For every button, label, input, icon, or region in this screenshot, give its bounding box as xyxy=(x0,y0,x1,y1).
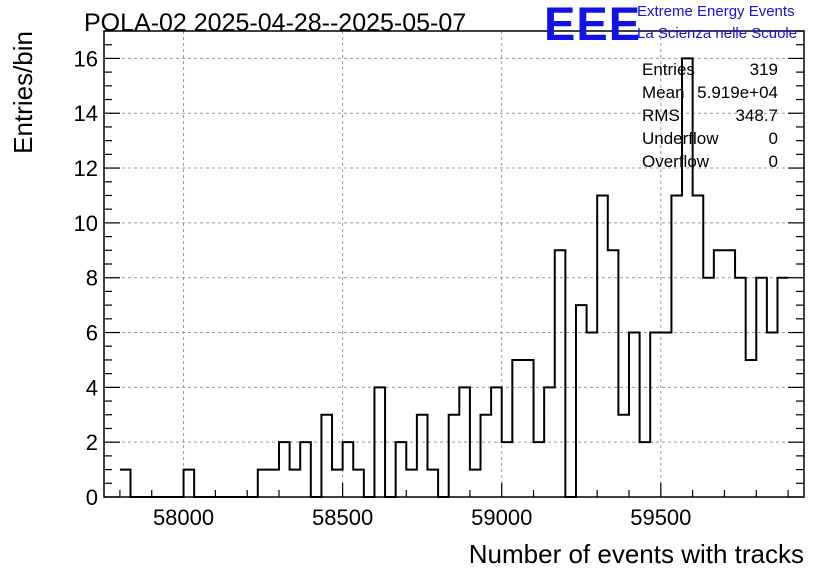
histogram-bin xyxy=(608,250,619,497)
histogram-bin xyxy=(629,333,640,497)
stat-value-rms: 348.7 xyxy=(735,106,778,125)
histogram-bin xyxy=(258,470,269,497)
histogram-bin xyxy=(120,470,131,497)
stat-label-overflow: Overflow xyxy=(642,152,710,171)
y-tick-label: 10 xyxy=(74,211,98,236)
histogram-bin xyxy=(724,250,735,497)
histogram-bin xyxy=(746,360,757,497)
chart-title: POLA-02 2025-04-28--2025-05-07 xyxy=(84,9,467,37)
histogram-bin xyxy=(512,360,523,497)
y-axis-label: Entries/bin xyxy=(8,31,38,154)
histogram-bin xyxy=(597,195,608,497)
histogram-bin xyxy=(279,442,290,497)
histogram-bin xyxy=(640,442,651,497)
y-tick-label: 0 xyxy=(86,485,98,510)
x-axis-label: Number of events with tracks xyxy=(469,539,804,569)
x-tick-label: 59500 xyxy=(630,505,691,530)
x-tick-label: 59000 xyxy=(471,505,532,530)
histogram-bin xyxy=(661,333,672,497)
x-tick-label: 58500 xyxy=(312,505,373,530)
histogram-bin xyxy=(534,442,545,497)
histogram-bin xyxy=(353,470,364,497)
grid xyxy=(104,31,804,497)
histogram-outline xyxy=(119,57,789,498)
axes: 58000 58500 59000 59500 0 2 4 6 8 10 12 14 16 Number … xyxy=(8,30,804,569)
histogram-bin xyxy=(470,470,481,497)
histogram-bin xyxy=(671,195,682,497)
histogram-bin xyxy=(523,360,534,497)
y-tick-label: 12 xyxy=(74,156,98,181)
y-tick-label: 14 xyxy=(74,101,98,126)
histogram-bin xyxy=(555,250,566,497)
histogram-bin xyxy=(618,415,629,497)
eee-logo: EEE xyxy=(544,0,642,50)
stat-label-entries: Entries xyxy=(642,60,695,79)
histogram-bin xyxy=(332,470,343,497)
logo-line-2: La Scienza nelle Scuole xyxy=(637,25,798,42)
histogram-bin xyxy=(587,333,598,497)
stat-label-mean: Mean xyxy=(642,83,685,102)
stat-value-overflow: 0 xyxy=(768,152,778,171)
stat-value-mean: 5.919e+04 xyxy=(697,83,778,102)
histogram-bin xyxy=(300,442,311,497)
histogram-bin xyxy=(714,250,725,497)
x-tick-label: 58000 xyxy=(153,505,214,530)
histogram-bin xyxy=(576,305,587,497)
histogram-bin xyxy=(481,415,492,497)
histogram-series xyxy=(119,57,789,498)
histogram-bin xyxy=(268,470,279,497)
y-tick-label: 16 xyxy=(74,46,98,71)
histogram-bin xyxy=(290,470,301,497)
histogram-bin xyxy=(502,442,513,497)
stat-value-underflow: 0 xyxy=(768,129,778,148)
histogram-bin xyxy=(184,470,195,497)
histogram-bin xyxy=(650,333,661,497)
histogram-bin xyxy=(427,470,438,497)
stat-label-underflow: Underflow xyxy=(642,129,719,148)
histogram-bin xyxy=(396,442,407,497)
histogram-bin xyxy=(321,415,332,497)
y-tick-label: 6 xyxy=(86,321,98,346)
histogram-bin xyxy=(693,195,704,497)
histogram-bin xyxy=(406,470,417,497)
histogram-bin xyxy=(343,442,354,497)
stat-label-rms: RMS xyxy=(642,106,680,125)
histogram-bin xyxy=(449,415,460,497)
stat-value-entries: 319 xyxy=(749,60,778,79)
y-tick-label: 8 xyxy=(86,266,98,291)
logo-line-1: Extreme Energy Events xyxy=(637,3,795,20)
y-tick-label: 4 xyxy=(86,375,98,400)
histogram-bin xyxy=(417,415,428,497)
y-tick-label: 2 xyxy=(86,430,98,455)
histogram-bin xyxy=(767,333,778,497)
